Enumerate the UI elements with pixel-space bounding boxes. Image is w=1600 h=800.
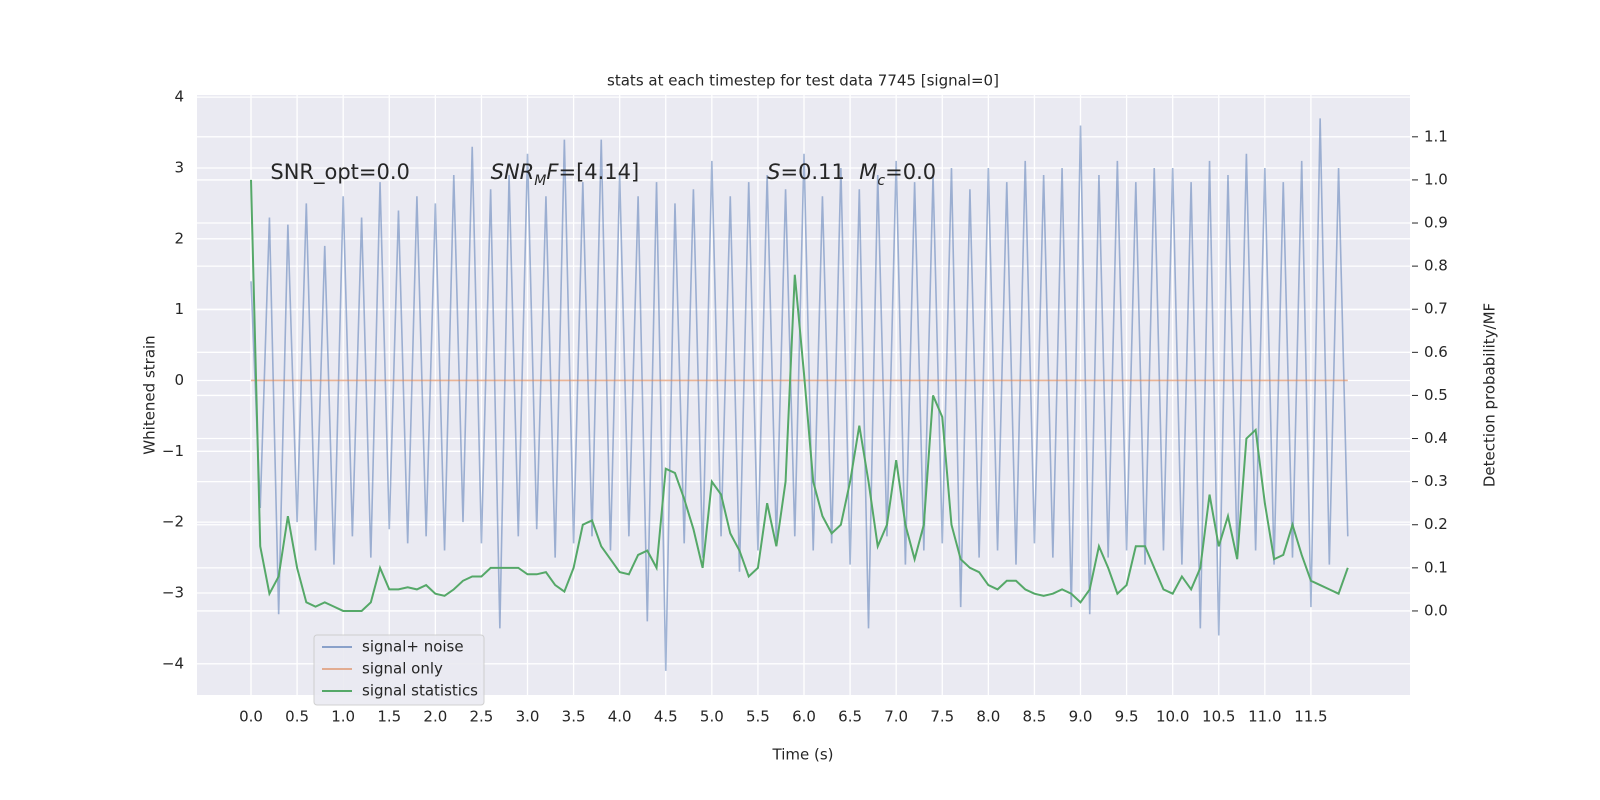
y-tick-label: 1 (174, 300, 184, 318)
x-tick-label: 11.0 (1248, 708, 1281, 726)
y-tick-label: 3 (174, 158, 184, 176)
y2-tick-label: 0.2 (1424, 515, 1448, 533)
y2-tick-label: 0.7 (1424, 300, 1448, 318)
annotation-part: =[4.14] (558, 160, 639, 184)
y-tick-label: 4 (174, 88, 184, 106)
x-tick-label: 1.5 (377, 708, 401, 726)
annotation-part: M (859, 160, 877, 184)
legend-label: signal+ noise (362, 638, 464, 656)
x-tick-label: 4.0 (608, 708, 632, 726)
x-tick-label: 1.0 (331, 708, 355, 726)
x-tick-label: 2.0 (423, 708, 447, 726)
chart-title: stats at each timestep for test data 774… (607, 72, 999, 90)
annotation: SNR_opt=0.0 (270, 160, 410, 185)
labels: 0.0 0.5 1.0 1.5 2.0 2.5 3.0 3.5 4.0 4.5 5.0 5.5 6.0 6… (162, 88, 1448, 726)
y2-tick-label: 0.4 (1424, 429, 1448, 447)
annotation-part: M (534, 173, 546, 189)
y-tick-label: 2 (174, 229, 184, 247)
x-tick-label: 11.5 (1294, 708, 1327, 726)
x-tick-label: 0.0 (239, 708, 263, 726)
x-tick-label: 0.5 (285, 708, 309, 726)
x-tick-label: 7.5 (930, 708, 954, 726)
legend-label: signal statistics (362, 682, 478, 700)
y2-tick-label: 0.1 (1424, 558, 1448, 576)
x-tick-label: 10.0 (1156, 708, 1189, 726)
marks (250, 118, 1349, 671)
y-axis-label: Whitened strain (141, 335, 159, 454)
y2-tick-label: 0.3 (1424, 472, 1448, 490)
annotation: Mc=0.0 (859, 160, 936, 189)
x-axis-label: Time (s) (772, 746, 834, 764)
y2-tick-label: 0.6 (1424, 343, 1448, 361)
x-tick-label: 8.5 (1022, 708, 1046, 726)
x-tick-label: 6.5 (838, 708, 862, 726)
legend-box (313, 634, 485, 706)
y-tick-label: −3 (162, 583, 184, 601)
annotation: SNRMF=[4.14] (491, 160, 640, 189)
y-tick-label: −4 (162, 654, 184, 672)
annotation: S=0.11 (767, 160, 845, 184)
annotation-part: SNR (491, 160, 535, 184)
x-tick-label: 9.0 (1069, 708, 1093, 726)
x-tick-label: 3.5 (562, 708, 586, 726)
legend-label: signal only (362, 660, 443, 678)
x-tick-label: 4.5 (654, 708, 678, 726)
y-tick-label: 0 (174, 371, 184, 389)
annotation-part: =0.0 (885, 160, 936, 184)
x-tick-label: 9.5 (1115, 708, 1139, 726)
y2-tick-label: 1.0 (1424, 170, 1448, 188)
y-tick-label: −1 (162, 442, 184, 460)
x-tick-label: 5.0 (700, 708, 724, 726)
series-line (250, 179, 1349, 612)
y2-tick-label: 0.8 (1424, 257, 1448, 275)
y2-axis-label: Detection probability/MF (1481, 303, 1499, 487)
annotation-part: =0.11 (780, 160, 844, 184)
x-tick-label: 6.0 (792, 708, 816, 726)
annotation-part: S (767, 160, 780, 184)
x-tick-label: 10.5 (1202, 708, 1235, 726)
annotation-part: F (546, 160, 559, 184)
x-tick-label: 8.0 (976, 708, 1000, 726)
y-tick-label: −2 (162, 513, 184, 531)
legend: signal+ noise signal only signal statistic… (313, 634, 485, 706)
x-tick-label: 3.0 (516, 708, 540, 726)
series-line (250, 118, 1349, 671)
y2-tick-label: 0.0 (1424, 601, 1448, 619)
x-tick-label: 2.5 (469, 708, 493, 726)
x-tick-label: 5.5 (746, 708, 770, 726)
y2-tick-label: 0.9 (1424, 214, 1448, 232)
y2-tick-label: 1.1 (1424, 127, 1448, 145)
annotation-part: c (877, 173, 885, 189)
annotation-part: SNR_opt=0.0 (270, 160, 410, 185)
x-tick-label: 7.0 (884, 708, 908, 726)
y2-tick-label: 0.5 (1424, 386, 1448, 404)
